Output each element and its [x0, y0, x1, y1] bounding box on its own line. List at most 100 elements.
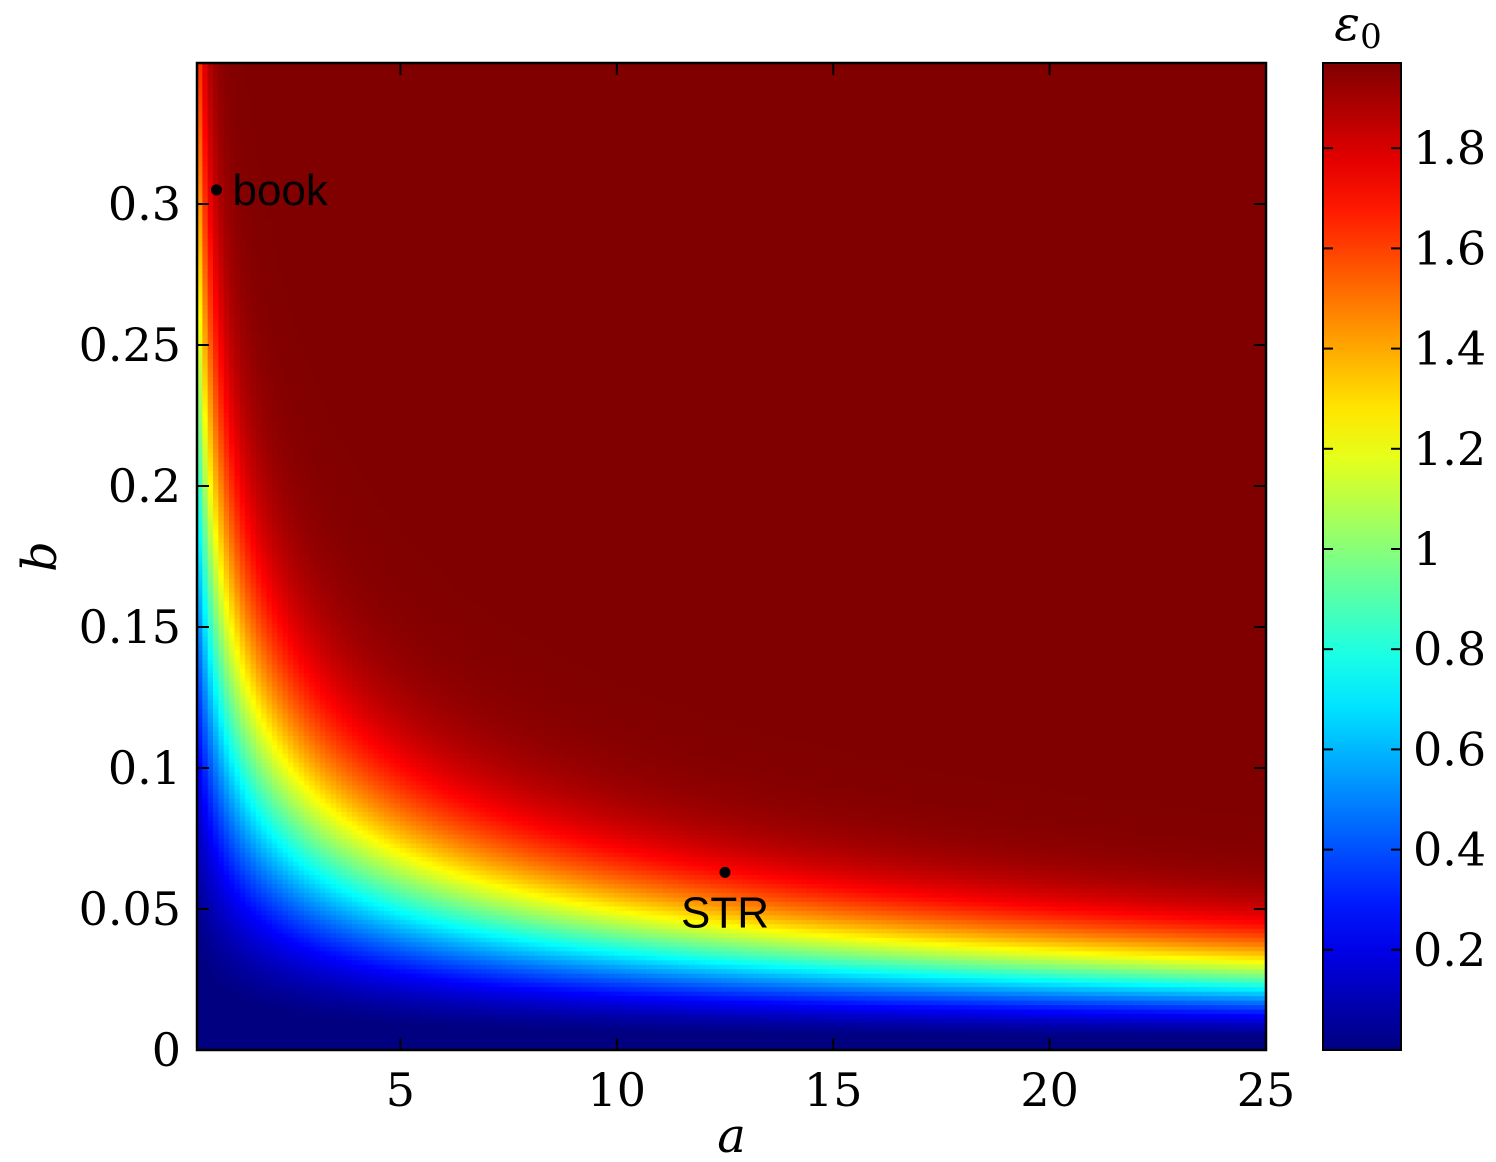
heatmap-cell — [432, 85, 438, 90]
heatmap-cell — [870, 81, 876, 86]
heatmap-cell — [1213, 99, 1219, 104]
heatmap-cell — [1058, 112, 1064, 117]
heatmap-cell — [218, 117, 224, 122]
heatmap-cell — [459, 81, 465, 86]
heatmap-cell — [769, 81, 775, 86]
heatmap-cell — [341, 76, 347, 81]
heatmap-cell — [817, 99, 823, 104]
heatmap-cell — [1111, 112, 1117, 117]
heatmap-cell — [780, 76, 786, 81]
heatmap-cell — [662, 112, 668, 117]
heatmap-cell — [293, 81, 299, 86]
heatmap-cell — [929, 117, 935, 122]
heatmap-cell — [1084, 90, 1090, 95]
heatmap-cell — [491, 72, 497, 77]
heatmap-cell — [234, 103, 240, 108]
heatmap-cell — [1009, 81, 1015, 86]
heatmap-cell — [929, 76, 935, 81]
heatmap-cell — [309, 112, 315, 117]
heatmap-cell — [352, 112, 358, 117]
heatmap-cell — [657, 112, 663, 117]
heatmap-cell — [1239, 94, 1245, 99]
heatmap-cell — [742, 94, 748, 99]
heatmap-cell — [796, 108, 802, 113]
heatmap-cell — [817, 85, 823, 90]
heatmap-cell — [806, 108, 812, 113]
heatmap-cell — [1223, 85, 1229, 90]
heatmap-cell — [309, 117, 315, 122]
heatmap-cell — [646, 85, 652, 90]
heatmap-cell — [801, 99, 807, 104]
heatmap-cell — [614, 76, 620, 81]
heatmap-cell — [635, 76, 641, 81]
heatmap-cell — [908, 90, 914, 95]
heatmap-cell — [1234, 67, 1240, 72]
heatmap-cell — [325, 90, 331, 95]
heatmap-cell — [646, 112, 652, 117]
heatmap-cell — [748, 90, 754, 95]
heatmap-cell — [229, 99, 235, 104]
heatmap-cell — [769, 103, 775, 108]
heatmap-cell — [1063, 112, 1069, 117]
heatmap-cell — [363, 85, 369, 90]
heatmap-cell — [1106, 90, 1112, 95]
heatmap-cell — [721, 103, 727, 108]
heatmap-cell — [352, 99, 358, 104]
heatmap-cell — [304, 108, 310, 113]
heatmap-cell — [929, 94, 935, 99]
heatmap-cell — [876, 67, 882, 72]
heatmap-cell — [1036, 90, 1042, 95]
heatmap-cell — [464, 90, 470, 95]
heatmap-cell — [443, 94, 449, 99]
heatmap-cell — [1074, 94, 1080, 99]
heatmap-cell — [491, 90, 497, 95]
heatmap-cell — [299, 94, 305, 99]
heatmap-cell — [956, 117, 962, 122]
heatmap-cell — [491, 99, 497, 104]
heatmap-cell — [320, 103, 326, 108]
heatmap-cell — [1025, 81, 1031, 86]
heatmap-cell — [988, 85, 994, 90]
heatmap-cell — [486, 112, 492, 117]
heatmap-cell — [1074, 108, 1080, 113]
heatmap-cell — [956, 72, 962, 77]
heatmap-cell — [491, 81, 497, 86]
heatmap-cell — [988, 103, 994, 108]
heatmap-cell — [325, 117, 331, 122]
heatmap-cell — [667, 85, 673, 90]
heatmap-cell — [769, 108, 775, 113]
heatmap-cell — [913, 90, 919, 95]
heatmap-cell — [234, 67, 240, 72]
heatmap-cell — [416, 67, 422, 72]
heatmap-cell — [758, 76, 764, 81]
heatmap-cell — [1116, 72, 1122, 77]
heatmap-cell — [924, 90, 930, 95]
heatmap-cell — [384, 103, 390, 108]
heatmap-cell — [411, 103, 417, 108]
heatmap-cell — [202, 76, 208, 81]
heatmap-cell — [405, 108, 411, 113]
heatmap-cell — [464, 81, 470, 86]
heatmap-cell — [726, 85, 732, 90]
heatmap-cell — [347, 76, 353, 81]
heatmap-cell — [1095, 67, 1101, 72]
heatmap-cell — [1036, 94, 1042, 99]
heatmap-cell — [1122, 67, 1128, 72]
heatmap-cell — [876, 90, 882, 95]
heatmap-cell — [689, 99, 695, 104]
heatmap-cell — [309, 85, 315, 90]
heatmap-cell — [234, 81, 240, 86]
heatmap-cell — [496, 76, 502, 81]
heatmap-cell — [908, 103, 914, 108]
heatmap-cell — [1004, 67, 1010, 72]
heatmap-cell — [395, 94, 401, 99]
heatmap-cell — [598, 72, 604, 77]
heatmap-cell — [726, 108, 732, 113]
heatmap-cell — [1207, 85, 1213, 90]
heatmap-cell — [999, 81, 1005, 86]
heatmap-cell — [1063, 67, 1069, 72]
heatmap-cell — [972, 112, 978, 117]
heatmap-cell — [1239, 76, 1245, 81]
heatmap-cell — [897, 108, 903, 113]
heatmap-cell — [1250, 76, 1256, 81]
